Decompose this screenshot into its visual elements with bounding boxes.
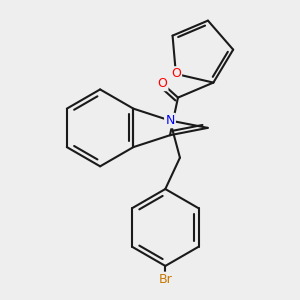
Text: O: O (157, 77, 167, 90)
Text: N: N (165, 114, 175, 127)
Text: O: O (171, 68, 181, 80)
Text: Br: Br (158, 273, 172, 286)
